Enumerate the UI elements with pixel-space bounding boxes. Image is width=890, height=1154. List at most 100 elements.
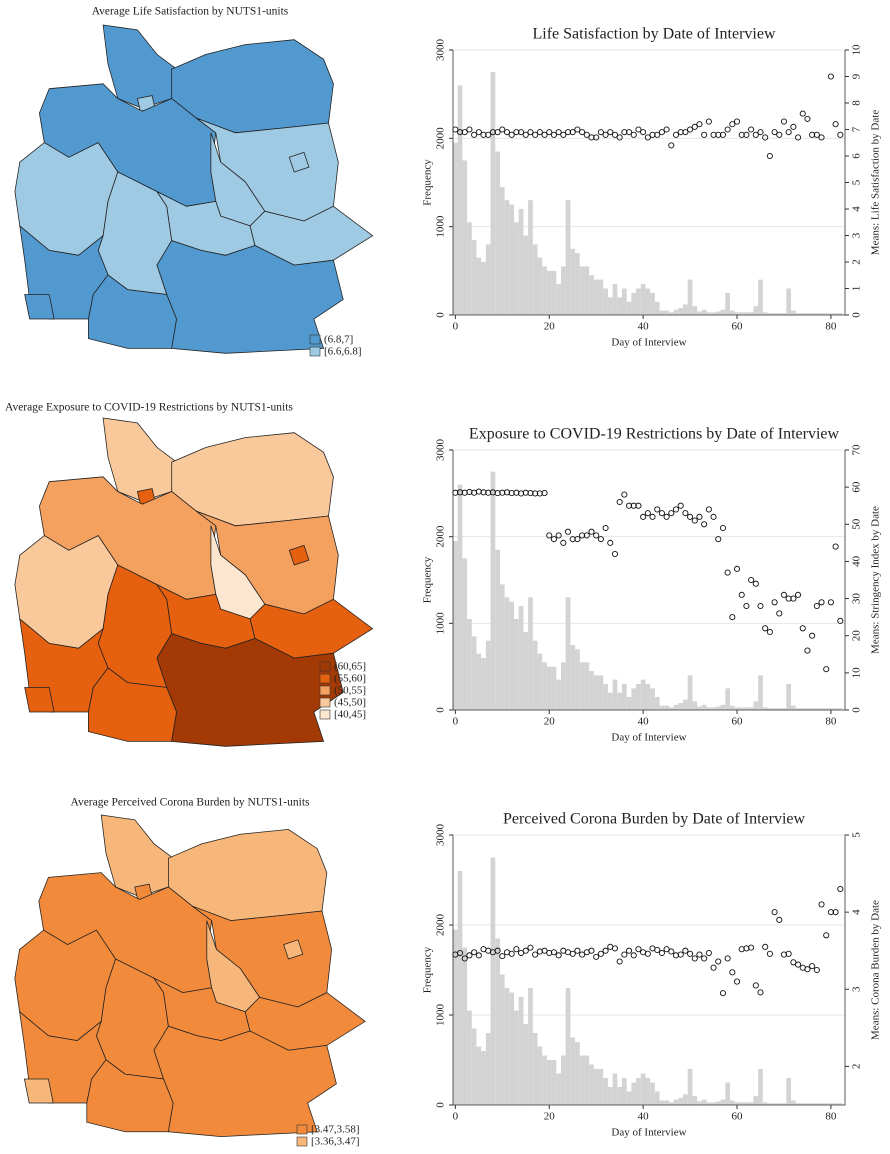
region — [156, 633, 344, 747]
y-axis-label: Frequency — [422, 556, 434, 603]
bar — [467, 1010, 472, 1105]
bar — [744, 312, 749, 315]
bar — [453, 929, 458, 1105]
point — [785, 595, 792, 602]
bar — [504, 988, 510, 1105]
map-title: Average Life Satisfaction by NUTS1-units — [92, 6, 289, 18]
bar — [481, 262, 486, 315]
bar — [612, 284, 618, 315]
bar — [514, 222, 519, 315]
bar — [748, 707, 754, 710]
bar — [462, 947, 468, 1105]
bar — [598, 1069, 604, 1105]
point — [480, 131, 487, 138]
bar — [795, 1103, 801, 1105]
point — [748, 576, 755, 584]
point — [607, 129, 614, 136]
bar — [462, 558, 468, 710]
point — [466, 126, 473, 133]
bar — [532, 640, 538, 710]
bar — [659, 310, 665, 315]
legend-swatch — [296, 1124, 308, 1135]
point — [583, 131, 590, 138]
x-tick-label: 40 — [638, 321, 650, 333]
y2-tick-label: 70 — [851, 444, 863, 456]
x-tick-label: 0 — [453, 321, 459, 333]
bar — [485, 640, 491, 710]
bar — [462, 160, 468, 315]
bar — [692, 701, 698, 710]
bar — [650, 292, 655, 315]
point — [621, 491, 628, 498]
bar — [805, 1103, 810, 1105]
point — [569, 950, 576, 957]
point — [663, 946, 670, 953]
bar — [622, 1078, 627, 1105]
point — [658, 510, 665, 517]
bar — [467, 619, 472, 710]
bar — [715, 706, 721, 710]
point — [832, 909, 839, 916]
y2-tick-label: 8 — [851, 100, 863, 106]
legend-label: (6.8,7] — [324, 334, 353, 346]
y2-tick-label: 20 — [851, 630, 863, 642]
point — [602, 947, 609, 954]
point — [607, 539, 614, 546]
point — [654, 946, 661, 953]
point — [532, 490, 539, 497]
bar — [753, 701, 759, 710]
bar — [499, 186, 505, 315]
y-tick-label: 1000 — [435, 215, 447, 238]
point — [560, 131, 567, 138]
chart-title: Life Satisfaction by Date of Interview — [532, 26, 775, 43]
bar — [598, 279, 604, 315]
y2-tick-label: 4 — [851, 206, 863, 212]
bar — [772, 708, 777, 710]
bar — [809, 313, 815, 315]
point — [672, 506, 680, 513]
legend-swatch — [319, 661, 331, 672]
bar — [518, 606, 524, 710]
bar — [711, 1102, 716, 1105]
point — [555, 952, 562, 959]
y-tick-label: 0 — [435, 707, 447, 713]
point — [644, 134, 651, 141]
point — [790, 959, 797, 966]
point — [837, 885, 844, 893]
point — [471, 949, 478, 956]
point — [625, 129, 633, 136]
point — [611, 131, 619, 138]
point — [588, 528, 595, 535]
point — [513, 129, 520, 136]
bar — [584, 1055, 590, 1105]
point — [550, 949, 557, 956]
bar — [734, 1102, 740, 1105]
y2-tick-label: 3 — [851, 232, 863, 238]
point — [555, 129, 562, 136]
bar — [570, 1037, 576, 1105]
point — [508, 950, 515, 957]
bar — [673, 309, 679, 315]
y2-tick-label: 10 — [851, 667, 863, 679]
bar — [593, 675, 599, 710]
bar — [828, 708, 834, 710]
point — [771, 129, 778, 136]
point — [499, 489, 506, 496]
point — [701, 131, 708, 138]
point — [677, 502, 684, 509]
y-tick-label: 1000 — [435, 612, 447, 635]
point — [705, 506, 712, 513]
point — [541, 131, 548, 138]
point — [710, 131, 717, 138]
y2-tick-label: 2 — [851, 1064, 863, 1070]
point — [621, 951, 628, 958]
bar — [523, 1024, 529, 1105]
point — [579, 532, 586, 539]
point — [593, 134, 600, 141]
x-tick-label: 60 — [732, 716, 744, 728]
point — [762, 134, 769, 141]
y2-tick-label: 50 — [851, 518, 863, 530]
point — [621, 129, 628, 136]
legend-swatch — [296, 1136, 308, 1147]
point — [546, 532, 553, 539]
